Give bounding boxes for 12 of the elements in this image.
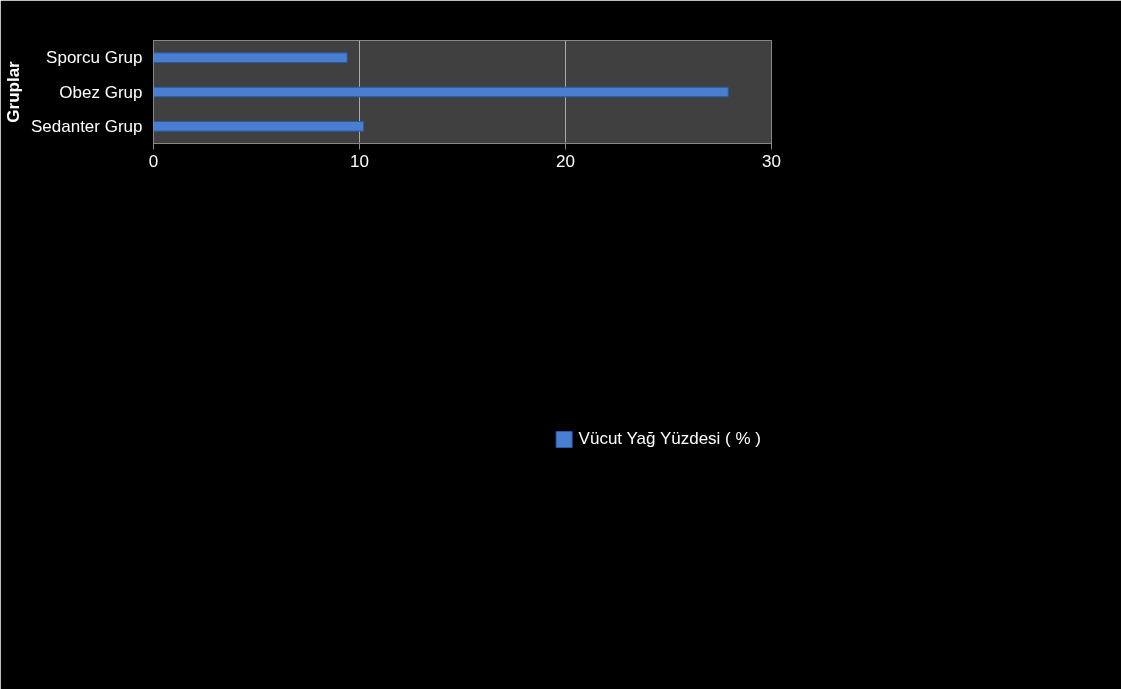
x-tick-label: 0 [148, 151, 159, 171]
bar [153, 86, 729, 98]
bar [153, 121, 365, 132]
x-tick-label: 20 [556, 151, 575, 171]
y-tick-label: Sedanter Grup [30, 116, 143, 136]
x-tick-label: 30 [762, 151, 781, 171]
bar [153, 52, 348, 63]
y-axis-title: Gruplar [3, 60, 23, 123]
y-tick-label: Sporcu Grup [46, 48, 143, 68]
x-tick-label: 10 [350, 151, 369, 171]
legend-label: Vücut Yağ Yüzdesi ( % ) [578, 429, 761, 449]
y-tick-label: Obez Grup [59, 82, 143, 102]
